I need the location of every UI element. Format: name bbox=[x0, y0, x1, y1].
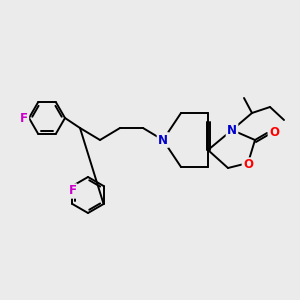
Text: N: N bbox=[158, 134, 168, 146]
Text: N: N bbox=[227, 124, 237, 136]
Text: O: O bbox=[243, 158, 253, 172]
Text: N: N bbox=[227, 124, 237, 136]
Text: O: O bbox=[243, 160, 253, 172]
Text: F: F bbox=[20, 112, 28, 124]
Text: O: O bbox=[269, 127, 279, 140]
Text: N: N bbox=[158, 134, 168, 146]
Text: F: F bbox=[68, 184, 76, 197]
Text: O: O bbox=[269, 127, 279, 140]
